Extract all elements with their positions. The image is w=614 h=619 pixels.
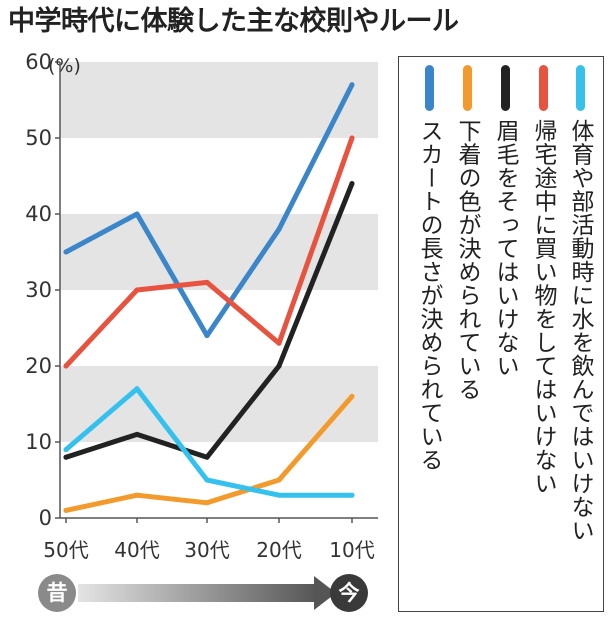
grid-band	[60, 62, 378, 138]
x-axis-ticks: 50代 40代 30代 20代 10代	[43, 518, 375, 562]
grid-band	[60, 214, 378, 290]
grid-bands	[60, 62, 378, 442]
legend-swatch	[424, 65, 434, 111]
data-point	[134, 386, 140, 392]
data-point	[63, 363, 69, 369]
timeline-arrow	[78, 576, 336, 610]
legend-swatch	[575, 65, 585, 111]
legend-item-water: 体育や部活動時に水を飲んではいけない	[563, 65, 597, 542]
data-point	[204, 477, 210, 483]
x-tick-label: 40代	[114, 538, 159, 562]
legend-item-eyebrows: 眉毛をそってはいけない	[488, 65, 522, 378]
data-point	[134, 431, 140, 437]
x-tick-label: 10代	[329, 538, 374, 562]
y-tick-label: 20	[25, 354, 52, 378]
legend-label: 帰宅途中に買い物をしてはいけない	[530, 119, 556, 495]
y-axis-ticks: 0 10 20 30 40 50 60	[25, 50, 60, 530]
data-point	[276, 340, 282, 346]
x-tick-label: 50代	[43, 538, 88, 562]
y-tick-label: 30	[25, 278, 52, 302]
y-tick-label: 10	[25, 430, 52, 454]
data-point	[63, 454, 69, 460]
data-point	[134, 211, 140, 217]
data-point	[63, 507, 69, 513]
data-point	[276, 363, 282, 369]
legend-item-skirt: スカートの長さが決められている	[412, 65, 446, 472]
data-point	[204, 279, 210, 285]
y-tick-label: 50	[25, 126, 52, 150]
y-axis-label: (%)	[48, 55, 81, 77]
y-tick-label: 0	[39, 506, 52, 530]
chart-title: 中学時代に体験した主な校則やルール	[8, 6, 459, 37]
era-past-badge: 昔	[38, 574, 76, 612]
legend-swatch	[500, 65, 510, 111]
legend-swatch	[462, 65, 472, 111]
legend-label: 体育や部活動時に水を飲んではいけない	[567, 119, 593, 542]
series-lines	[63, 82, 355, 513]
data-point	[134, 492, 140, 498]
timeline-arrowhead	[314, 576, 336, 610]
era-present-badge: 今	[330, 574, 368, 612]
data-point	[276, 492, 282, 498]
data-point	[349, 393, 355, 399]
data-point	[204, 333, 210, 339]
data-point	[204, 454, 210, 460]
y-tick-label: 40	[25, 202, 52, 226]
data-point	[349, 135, 355, 141]
legend-label: 眉毛をそってはいけない	[492, 119, 518, 378]
data-point	[63, 249, 69, 255]
legend-item-underwear: 下着の色が決められている	[450, 65, 484, 401]
legend: 体育や部活動時に水を飲んではいけない 帰宅途中に買い物をしてはいけない 眉毛をそ…	[398, 56, 604, 612]
x-tick-label: 30代	[184, 538, 229, 562]
timeline-bar	[78, 584, 318, 602]
legend-item-shopping: 帰宅途中に買い物をしてはいけない	[526, 65, 560, 495]
legend-label: スカートの長さが決められている	[416, 119, 442, 472]
data-point	[63, 447, 69, 453]
data-point	[349, 492, 355, 498]
data-point	[134, 287, 140, 293]
grid-band	[60, 366, 378, 442]
data-point	[349, 181, 355, 187]
legend-swatch	[538, 65, 548, 111]
data-point	[204, 500, 210, 506]
data-point	[349, 82, 355, 88]
y-tick-label: 60	[25, 50, 52, 74]
data-point	[276, 226, 282, 232]
legend-label: 下着の色が決められている	[454, 119, 480, 401]
x-tick-label: 20代	[256, 538, 301, 562]
data-point	[276, 477, 282, 483]
